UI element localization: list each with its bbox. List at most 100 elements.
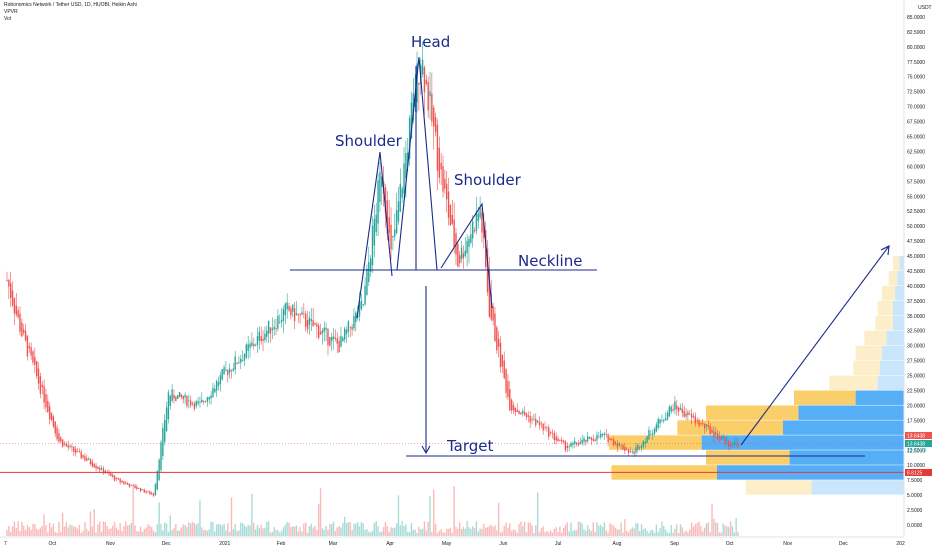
candle-body [624,447,626,451]
candle-body [73,446,75,452]
volume-bar [533,532,535,536]
volume-bar [56,532,58,536]
candle-body [206,397,209,402]
volume-bar [696,523,698,536]
volume-bar [707,522,710,536]
candle-body [221,369,223,380]
candle-body [310,319,312,322]
vp-up-bar [745,480,812,495]
volume-bar [575,530,578,536]
time-axis[interactable]: 7 Oct Nov Dec 2021 Feb Mar Apr May Jun Jul Aug Sep Oc… [0,536,905,547]
candle-body [737,443,739,448]
volume-bar [529,522,531,536]
volume-bar [394,527,396,536]
volume-bar [646,530,648,536]
volume-bar [471,526,474,536]
vp-down-bar [789,450,904,465]
volume-bar [13,521,16,536]
volume-bar [479,528,481,536]
candle-body [497,338,500,347]
candle-body [529,416,531,423]
volume-bar [605,530,607,536]
candle-body [264,333,266,340]
price-scale[interactable]: USDT 85.0000 82.5000 80.0000 77.5000 75.0000… [903,0,932,536]
volume-bar [288,522,290,536]
candle-body [180,394,183,398]
candle-body [397,201,400,222]
indicator-vpvr[interactable]: VPVR [4,9,18,15]
current-price-badge [905,432,932,439]
volume-bar [204,529,207,536]
volume-bar [446,528,448,536]
volume-bar [587,525,589,536]
volume-bar [501,531,504,536]
volume-bar [95,532,97,536]
candle-body [587,436,589,442]
indicator-vol[interactable]: Vol [4,16,11,22]
symbol-title[interactable]: Robonomics Network / Tether USD, 1D, HUO… [4,2,137,8]
volume-bar [232,529,235,536]
volume-bar [266,521,268,536]
volume-bar [681,527,684,536]
volume-bar [631,527,633,536]
candle-body [644,441,646,444]
volume-bar [490,524,492,536]
volume-bar [559,526,561,536]
candle-body [596,434,598,441]
volume-histogram [6,486,739,536]
volume-bar [26,524,29,536]
volume-bar [460,529,463,536]
candle-body [451,214,453,224]
candle-body [173,395,175,399]
projection-arrow-shaft[interactable] [740,245,890,446]
candle-body [657,419,659,428]
head-and-shoulders-drawing[interactable] [290,56,890,457]
volume-bar [568,531,570,536]
volume-bar [50,527,53,536]
volume-bar [52,523,55,536]
volume-bar [275,530,277,536]
volume-bar [158,502,160,536]
candle-body [251,342,253,346]
volume-bar [58,521,60,536]
volume-bar [440,529,442,536]
candle-body [453,219,455,248]
volume-bar [164,522,166,536]
candle-body [284,303,286,316]
price-tick-labels: 85.0000 82.5000 80.0000 77.5000 75.0000 72.50… [907,15,925,529]
volume-bar [45,525,47,536]
current-price-label: 13.6438 [907,434,925,440]
volume-bar [457,528,459,536]
candle-body [74,449,77,454]
candle-body [314,323,316,325]
candle-body [549,432,552,434]
price-tick: 12.5000 [907,448,925,454]
candle-body [212,388,214,397]
candle-body [477,213,479,222]
volume-bar [507,527,509,536]
candle-body [193,403,196,409]
vp-down-bar [701,435,904,450]
volume-bar [520,521,522,536]
volume-bar [258,527,261,536]
candle-body [249,343,251,348]
candle-body [640,445,643,448]
candle-body [442,166,444,192]
candle-body [24,331,27,341]
candle-body [87,459,90,460]
candle-body [444,178,446,189]
volume-bar [395,523,398,536]
volume-bar [692,526,695,536]
candle-body [227,370,229,376]
candle-body [280,319,283,323]
candle-body [169,395,171,406]
candle-body [564,441,567,451]
candle-body [618,443,620,446]
time-tick: Dec [162,541,171,547]
volume-bar [473,527,476,536]
candle-body [566,445,569,449]
neckline-label: Neckline [518,252,582,270]
price-tick: 50.0000 [907,224,925,230]
volume-bar [160,523,162,536]
